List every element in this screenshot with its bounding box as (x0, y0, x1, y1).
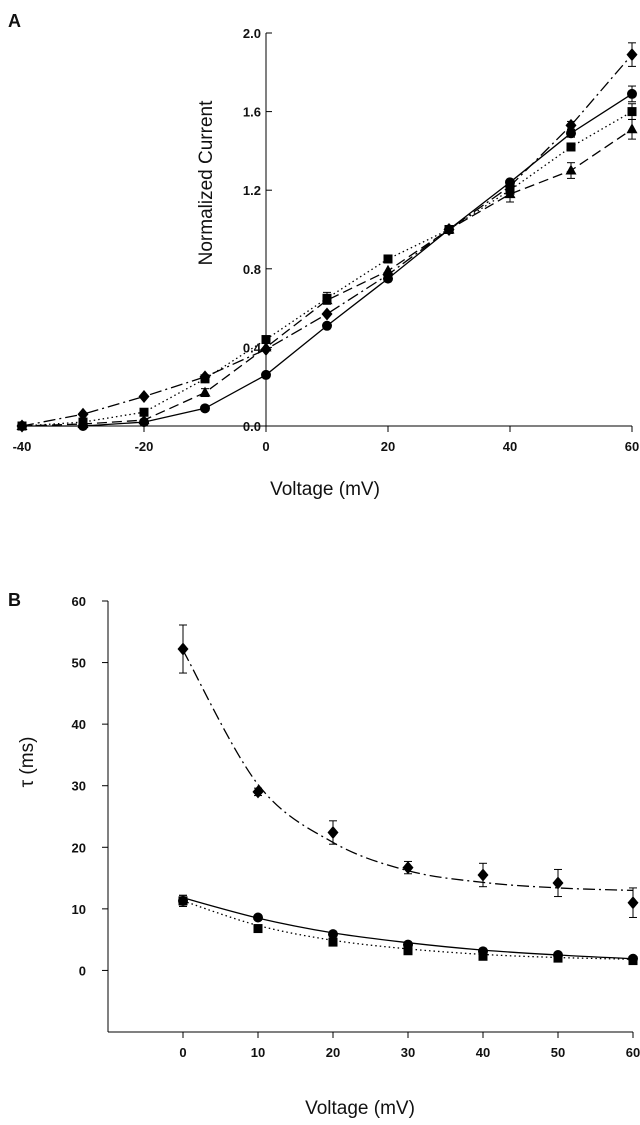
panel-b-y-tick-label: 50 (72, 656, 86, 671)
panel-a-data-point (383, 254, 393, 264)
panel-b-data-point (252, 785, 264, 799)
panel-a-data-point (504, 188, 516, 199)
panel-b-x-tick-label: 10 (251, 1045, 265, 1060)
panel-b-y-tick-label: 60 (72, 594, 86, 609)
panel-a-data-point (200, 403, 210, 414)
panel-b-x-tick-label: 60 (626, 1045, 640, 1060)
panel-b-fit-curve-diamond (182, 649, 634, 892)
panel-a-series-line-circle (22, 93, 633, 427)
panel-a-data-point (199, 370, 211, 384)
panel-a-label: A (8, 11, 21, 31)
panel-a-data-point (322, 320, 332, 331)
panel-b-data-point (552, 876, 564, 890)
panel-b-data-point (328, 929, 338, 940)
panel-a-series-line-diamond (21, 54, 633, 427)
panel-a-y-axis-title: Normalized Current (196, 100, 217, 265)
panel-a-x-tick-label: -40 (13, 439, 32, 454)
panel-a-series-line-triangle (21, 128, 633, 427)
panel-a-data-point (627, 88, 637, 99)
panel-a-data-point (565, 164, 577, 175)
panel-a-series-line-square (21, 111, 633, 427)
panel-b-data-point (327, 826, 339, 840)
panel-a-y-tick-label: 0.0 (243, 419, 261, 434)
panel-a-x-tick-label: -20 (135, 439, 154, 454)
panel-a-data-point (199, 386, 211, 397)
panel-b-x-tick-label: 30 (401, 1045, 415, 1060)
panel-b-data-point (403, 946, 413, 956)
panel-a-y-tick-label: 1.6 (243, 105, 261, 120)
panel-a-data-point (504, 179, 516, 193)
panel-b-y-tick-label: 0 (79, 963, 86, 978)
panel-b-y-tick-label: 40 (72, 717, 86, 732)
panel-a-data-point (627, 107, 637, 117)
panel-a-data-point (77, 407, 89, 421)
panel-a-data-point (260, 342, 272, 356)
panel-b-y-tick-label: 20 (72, 840, 86, 855)
panel-b-data-point (628, 956, 638, 966)
panel-a-data-point (566, 142, 576, 152)
panel-a-data-point (261, 335, 271, 345)
panel-b-data-point (253, 912, 263, 923)
panel-a-x-tick-label: 60 (625, 439, 639, 454)
panel-b-data-point (627, 896, 639, 910)
panel-b-data-point (477, 868, 489, 882)
panel-b-data-point (402, 861, 414, 875)
panel-a-series-diamond (16, 42, 638, 433)
panel-a-data-point (321, 294, 333, 305)
panel-b-data-point (177, 642, 189, 656)
panel-b-x-tick-label: 20 (326, 1045, 340, 1060)
panel-a-y-tick-label: 2.0 (243, 26, 261, 41)
panel-b-x-tick-label: 40 (476, 1045, 490, 1060)
panel-b-chart: 0 10 20 30 40 50 60 0 10 20 30 40 50 60 (72, 594, 640, 1060)
panel-a-data-point (626, 48, 638, 62)
panel-a-x-tick-label: 0 (262, 439, 269, 454)
panel-a-x-axis-title: Voltage (mV) (270, 479, 380, 500)
panel-a-x-tick-label: 40 (503, 439, 517, 454)
panel-b-x-axis-title: Voltage (mV) (305, 1098, 415, 1119)
panel-b-y-axis-title: τ (ms) (17, 737, 38, 788)
panel-b-series-square (178, 894, 638, 966)
panel-a-data-point (565, 118, 577, 132)
panel-a-chart: -40 -20 0 20 40 600.00.40.81.21.62.0 (13, 26, 640, 454)
panel-b-data-point (328, 937, 338, 947)
panel-a-data-point (16, 419, 28, 433)
panel-b-y-tick-label: 30 (72, 779, 86, 794)
panel-b-x-tick-label: 0 (179, 1045, 186, 1060)
panel-a-data-point (139, 407, 149, 417)
panel-b-label: B (8, 590, 21, 610)
panel-a-x-tick-label: 20 (381, 439, 395, 454)
panel-a-data-point (382, 268, 394, 282)
panel-b-data-point (178, 896, 188, 906)
panel-b-y-tick-label: 10 (72, 902, 86, 917)
panel-a-y-tick-label: 0.8 (243, 262, 261, 277)
panel-a-data-point (321, 307, 333, 321)
panel-a-data-point (138, 414, 150, 425)
panel-a-series-circle (17, 85, 637, 431)
panel-b-series-diamond (177, 624, 639, 918)
panel-a-data-point (77, 418, 89, 429)
panel-a-data-point (443, 223, 455, 236)
panel-a-series-triangle (16, 118, 638, 430)
panel-b-data-point (253, 924, 263, 934)
panel-a-data-point (261, 369, 271, 380)
panel-b-data-point (553, 953, 563, 963)
panel-b-x-tick-label: 50 (551, 1045, 565, 1060)
panel-a-data-point (626, 123, 638, 134)
panel-a-y-tick-label: 1.2 (243, 183, 261, 198)
panel-b-data-point (478, 951, 488, 961)
panel-a-data-point (138, 390, 150, 404)
panel-a-data-point (566, 128, 576, 139)
